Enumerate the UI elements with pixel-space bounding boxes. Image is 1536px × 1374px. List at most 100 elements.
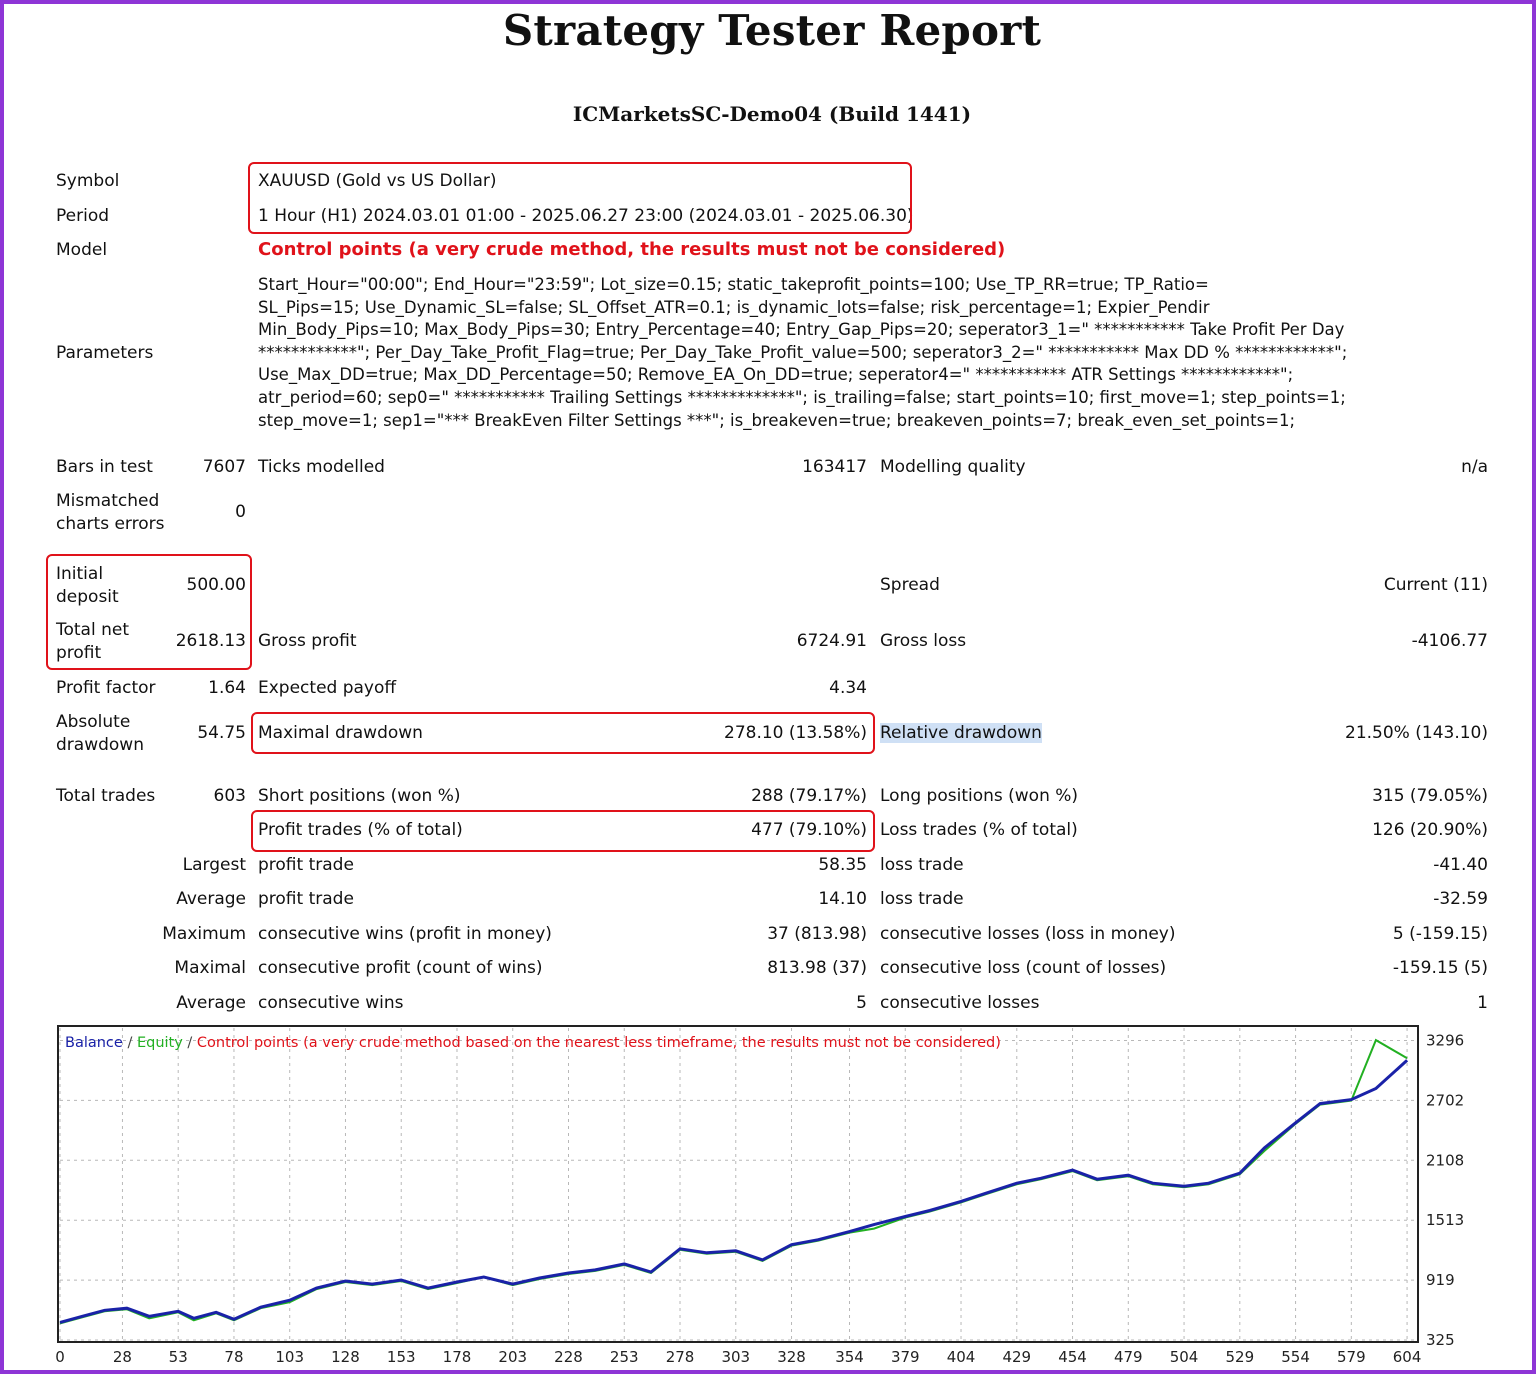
x-tick-label: 253 <box>610 1348 639 1366</box>
grossloss-value: -4106.77 <box>1411 631 1488 651</box>
x-tick-label: 404 <box>947 1348 976 1366</box>
balance-line <box>59 1059 1409 1324</box>
x-tick-label: 203 <box>498 1348 527 1366</box>
losstrades-label: Loss trades (% of total) <box>880 820 1078 840</box>
maxloss-label: consecutive loss (count of losses) <box>880 958 1167 978</box>
maxdd-label: Maximal drawdown <box>258 723 423 743</box>
average-profit-value: 14.10 <box>818 889 867 909</box>
long-value: 315 (79.05%) <box>1372 786 1488 806</box>
y-tick-label: 325 <box>1426 1331 1455 1349</box>
parameters-line: Start_Hour="00:00"; End_Hour="23:59"; Lo… <box>258 275 1209 294</box>
avglosses-label: consecutive losses <box>880 993 1040 1013</box>
average-loss-value: -32.59 <box>1433 889 1488 909</box>
trades-label: Total trades <box>56 786 156 806</box>
symbol-period-highlight-box <box>248 162 912 234</box>
x-tick-label: 579 <box>1337 1348 1366 1366</box>
y-tick-label: 919 <box>1426 1271 1455 1289</box>
deposit-profit-highlight-box <box>46 554 252 670</box>
maxwins-label: consecutive wins (profit in money) <box>258 924 552 944</box>
legend-control-points: Control points (a very crude method base… <box>197 1035 1001 1051</box>
quality-label: Modelling quality <box>880 457 1026 477</box>
chart-legend: Balance / Equity / Control points (a ver… <box>65 1035 1001 1051</box>
x-tick-label: 103 <box>275 1348 304 1366</box>
spread-label: Spread <box>880 575 940 595</box>
y-tick-label: 3296 <box>1426 1032 1464 1050</box>
x-tick-label: 529 <box>1225 1348 1254 1366</box>
largest-profit-value: 58.35 <box>818 855 867 875</box>
deposit-label: Initial <box>56 564 104 584</box>
netprofit-value: 2618.13 <box>175 631 246 651</box>
profittrades-value: 477 (79.10%) <box>751 820 867 840</box>
short-value: 288 (79.17%) <box>751 786 867 806</box>
largest-profit-label: profit trade <box>258 855 354 875</box>
x-tick-label: 153 <box>387 1348 416 1366</box>
parameters-value: Start_Hour="00:00"; End_Hour="23:59"; Lo… <box>258 274 1498 432</box>
x-tick-label: 28 <box>113 1348 132 1366</box>
maxloss-value: -159.15 (5) <box>1392 958 1488 978</box>
parameters-line: Min_Body_Pips=10; Max_Body_Pips=30; Entr… <box>258 320 1345 340</box>
largest-loss-value: -41.40 <box>1433 855 1488 875</box>
chart-ticks: 0 28 53 78 103 128 153 178 203 228 253 278 303 328 354… <box>55 1032 1464 1366</box>
maxwins-value: 37 (813.98) <box>767 924 867 944</box>
symbol-label: Symbol <box>56 171 120 191</box>
balance-equity-chart: 0 28 53 78 103 128 153 178 203 228 253 278 303 328 354… <box>55 1025 1464 1366</box>
maxlosses-value: 5 (-159.15) <box>1392 924 1488 944</box>
losstrades-value: 126 (20.90%) <box>1372 820 1488 840</box>
y-tick-label: 2702 <box>1426 1091 1464 1109</box>
short-label: Short positions (won %) <box>258 786 461 806</box>
x-tick-label: 479 <box>1114 1348 1143 1366</box>
period-value: 1 Hour (H1) 2024.03.01 01:00 - 2025.06.2… <box>258 206 914 226</box>
largest-label: Largest <box>182 855 246 875</box>
period-label: Period <box>56 206 110 226</box>
pf-label: Profit factor <box>56 678 156 698</box>
x-tick-label: 429 <box>1002 1348 1031 1366</box>
grossloss-label: Gross loss <box>880 631 967 651</box>
reldd-value: 21.50% (143.10) <box>1345 723 1488 743</box>
avglosses-value: 1 <box>1477 993 1488 1013</box>
legend-separator: / <box>123 1035 137 1051</box>
profittrades-label: Profit trades (% of total) <box>258 820 463 840</box>
profittrades-highlight-box <box>251 810 875 852</box>
ticks-value: 163417 <box>802 457 867 477</box>
legend-balance: Balance <box>65 1035 123 1051</box>
bars-value: 7607 <box>202 457 246 477</box>
report-page: Strategy Tester Report ICMarketsSC-Demo0… <box>4 4 1532 1370</box>
avgwins-value: 5 <box>856 993 867 1013</box>
maxprofit-label: consecutive profit (count of wins) <box>258 958 543 978</box>
mismatch-label-line2: charts errors <box>56 514 165 534</box>
pf-value: 1.64 <box>208 678 246 698</box>
ticks-label: Ticks modelled <box>258 457 385 477</box>
grossprofit-value: 6724.91 <box>796 631 867 651</box>
grossprofit-label: Gross profit <box>258 631 357 651</box>
maximum-label: Maximum <box>162 924 246 944</box>
long-label: Long positions (won %) <box>880 786 1079 806</box>
y-tick-label: 1513 <box>1426 1211 1464 1229</box>
x-tick-label: 0 <box>55 1348 65 1366</box>
mismatch-value: 0 <box>235 502 246 522</box>
x-tick-label: 604 <box>1393 1348 1422 1366</box>
bars-label: Bars in test <box>56 457 153 477</box>
maxlosses-label: consecutive losses (loss in money) <box>880 924 1176 944</box>
x-tick-label: 328 <box>777 1348 806 1366</box>
average-profit-label: profit trade <box>258 889 354 909</box>
deposit-value: 500.00 <box>186 575 246 595</box>
parameters-line: Use_Max_DD=true; Max_DD_Percentage=50; R… <box>258 365 1294 385</box>
x-tick-label: 278 <box>666 1348 695 1366</box>
x-tick-label: 303 <box>721 1348 750 1366</box>
x-tick-label: 78 <box>224 1348 243 1366</box>
parameters-label: Parameters <box>56 343 154 363</box>
server-title: ICMarketsSC-Demo04 (Build 1441) <box>572 102 972 126</box>
y-tick-label: 2108 <box>1426 1151 1464 1169</box>
avgcons-label: Average <box>176 993 246 1013</box>
chart-frame <box>57 1025 1419 1343</box>
netprofit-label: Total net <box>56 620 130 640</box>
quality-value: n/a <box>1461 457 1488 477</box>
model-label: Model <box>56 240 108 260</box>
x-tick-label: 228 <box>554 1348 583 1366</box>
spread-value: Current (11) <box>1383 575 1488 595</box>
reldd-label: Relative drawdown <box>880 722 1042 745</box>
reldd-label-text: Relative drawdown <box>880 723 1042 743</box>
mismatch-label: Mismatched <box>56 491 160 511</box>
legend-separator: / <box>183 1035 197 1051</box>
average-label: Average <box>176 889 246 909</box>
